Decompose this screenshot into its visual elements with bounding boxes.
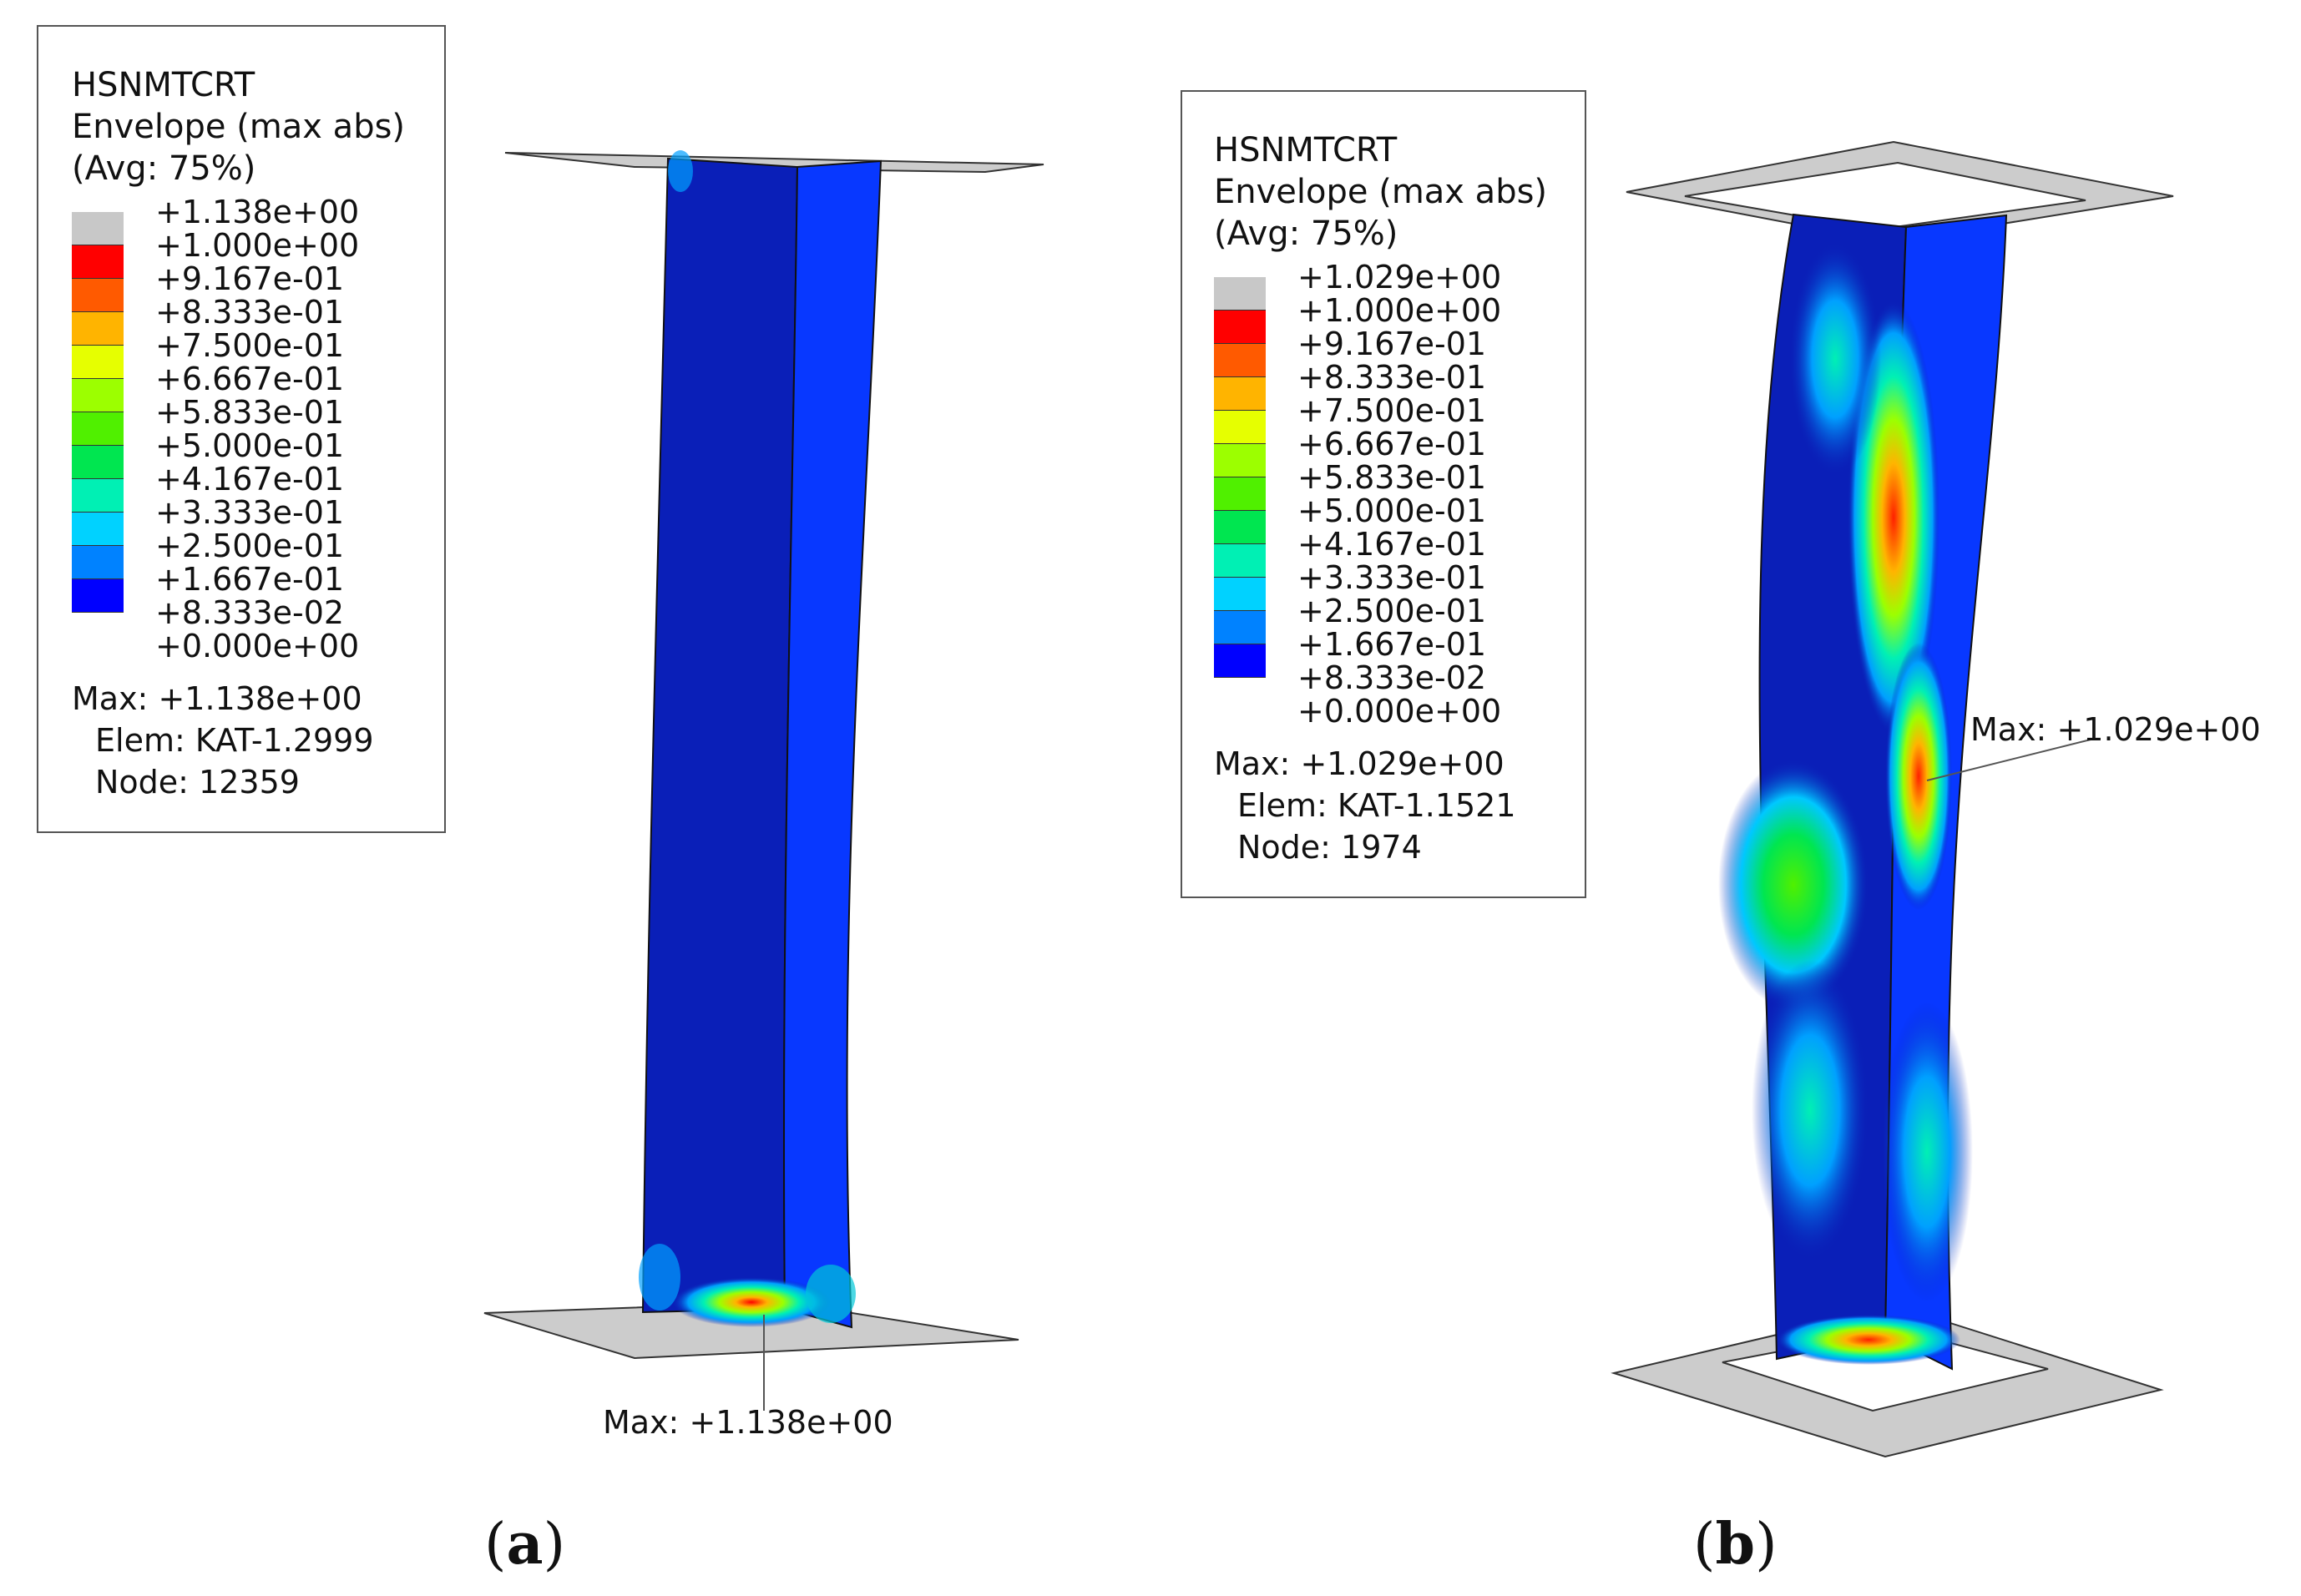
legend-value: +6.667e-01 [155, 361, 345, 397]
column-model-b [1611, 140, 2174, 1458]
legend-value: +9.167e-01 [155, 260, 345, 297]
color-swatch [1214, 344, 1266, 377]
panel-label-letter-b: b [1715, 1511, 1756, 1578]
color-swatch [72, 579, 124, 613]
legend-value: +8.333e-02 [1297, 659, 1487, 696]
stress-region-left-mid [1718, 760, 1869, 1010]
stress-region-bottom [1777, 1315, 1960, 1365]
column-flange-right-a [782, 159, 882, 1329]
color-swatch [72, 479, 124, 513]
color-swatch [1214, 277, 1266, 311]
legend-value: +1.029e+00 [1297, 259, 1502, 295]
color-swatch [72, 379, 124, 412]
legend-value: +1.667e-01 [1297, 626, 1487, 663]
column-flange-left-a [641, 157, 799, 1314]
legend-value: +4.167e-01 [155, 461, 345, 497]
legend-value: +8.333e-02 [155, 594, 345, 631]
max-label-a: Max: +1.138e+00 [603, 1404, 893, 1441]
legend-value: +0.000e+00 [155, 628, 360, 664]
max-leader-line-b [1926, 738, 2095, 781]
legend-value: +5.000e-01 [1297, 492, 1487, 529]
max-label-b: Max: +1.029e+00 [1970, 711, 2261, 748]
color-swatch [1214, 578, 1266, 611]
color-swatch [1214, 377, 1266, 411]
stress-edge-bottom-right-a [806, 1265, 856, 1323]
legend-value: +4.167e-01 [1297, 526, 1487, 563]
color-swatch [1214, 644, 1266, 678]
color-swatch [1214, 411, 1266, 444]
legend-title-line-3: (Avg: 75%) [1214, 215, 1398, 253]
stress-region-right-low [1881, 1002, 1973, 1302]
panel-label-letter-a: a [506, 1511, 544, 1578]
legend-value: +3.333e-01 [1297, 559, 1487, 596]
color-swatch [1214, 511, 1266, 544]
legend-max: Max: +1.029e+00 [1214, 745, 1504, 782]
panel-a: HSNMTCRT Envelope (max abs) (Avg: 75%) +… [0, 0, 1150, 1596]
legend-elem: Elem: KAT-1.1521 [1237, 787, 1516, 824]
color-swatch [1214, 544, 1266, 578]
color-swatch [72, 446, 124, 479]
legend-node: Node: 1974 [1237, 829, 1422, 866]
legend-value: +5.833e-01 [1297, 459, 1487, 496]
color-swatch [72, 513, 124, 546]
legend-value: +7.500e-01 [1297, 392, 1487, 429]
legend-box-a: HSNMTCRT Envelope (max abs) (Avg: 75%) +… [37, 25, 446, 833]
legend-max: Max: +1.138e+00 [72, 680, 362, 717]
legend-title-line-1: HSNMTCRT [1214, 131, 1398, 169]
legend-value: +7.500e-01 [155, 327, 345, 364]
color-swatch [72, 546, 124, 579]
color-swatch [1214, 311, 1266, 344]
legend-value: +2.500e-01 [155, 528, 345, 564]
legend-value: +1.667e-01 [155, 561, 345, 598]
legend-value: +3.333e-01 [155, 494, 345, 531]
color-swatch [72, 312, 124, 346]
color-swatch [72, 212, 124, 245]
color-swatch [1214, 477, 1266, 511]
legend-value: +0.000e+00 [1297, 693, 1502, 730]
stress-hotspot-bottom-a [672, 1277, 831, 1327]
stress-region-left-top [1789, 242, 1881, 476]
legend-title-line-2: Envelope (max abs) [1214, 173, 1548, 211]
color-swatch [72, 245, 124, 279]
legend-value: +8.333e-01 [155, 294, 345, 331]
legend-node: Node: 12359 [95, 764, 300, 801]
legend-value: +1.000e+00 [1297, 292, 1502, 329]
legend-title-line-3: (Avg: 75%) [72, 149, 256, 188]
panel-b: HSNMTCRT Envelope (max abs) (Avg: 75%) +… [1150, 0, 2301, 1596]
legend-value: +1.000e+00 [155, 227, 360, 264]
column-model-a [483, 150, 1044, 1411]
legend-title-line-1: HSNMTCRT [72, 66, 255, 104]
color-swatch [72, 412, 124, 446]
top-plate-a [504, 152, 1044, 174]
legend-value: +1.138e+00 [155, 194, 360, 230]
legend-value: +5.833e-01 [155, 394, 345, 431]
color-swatch [1214, 444, 1266, 477]
stress-region-left-low [1752, 960, 1869, 1260]
stress-region-max [1885, 643, 1952, 910]
color-swatch [72, 279, 124, 312]
legend-box-b: HSNMTCRT Envelope (max abs) (Avg: 75%) +… [1181, 90, 1586, 898]
legend-value: +8.333e-01 [1297, 359, 1487, 396]
color-swatch [1214, 611, 1266, 644]
legend-value: +9.167e-01 [1297, 326, 1487, 362]
panel-label-a: (a) [484, 1511, 566, 1578]
panel-label-b: (b) [1693, 1511, 1778, 1578]
color-swatch [72, 346, 124, 379]
legend-title-line-2: Envelope (max abs) [72, 108, 406, 146]
legend-value: +5.000e-01 [155, 427, 345, 464]
legend-elem: Elem: KAT-1.2999 [95, 722, 374, 759]
stress-edge-top-a [668, 150, 693, 192]
legend-value: +6.667e-01 [1297, 426, 1487, 462]
legend-value: +2.500e-01 [1297, 593, 1487, 629]
stress-edge-bottom-left-a [639, 1244, 680, 1311]
